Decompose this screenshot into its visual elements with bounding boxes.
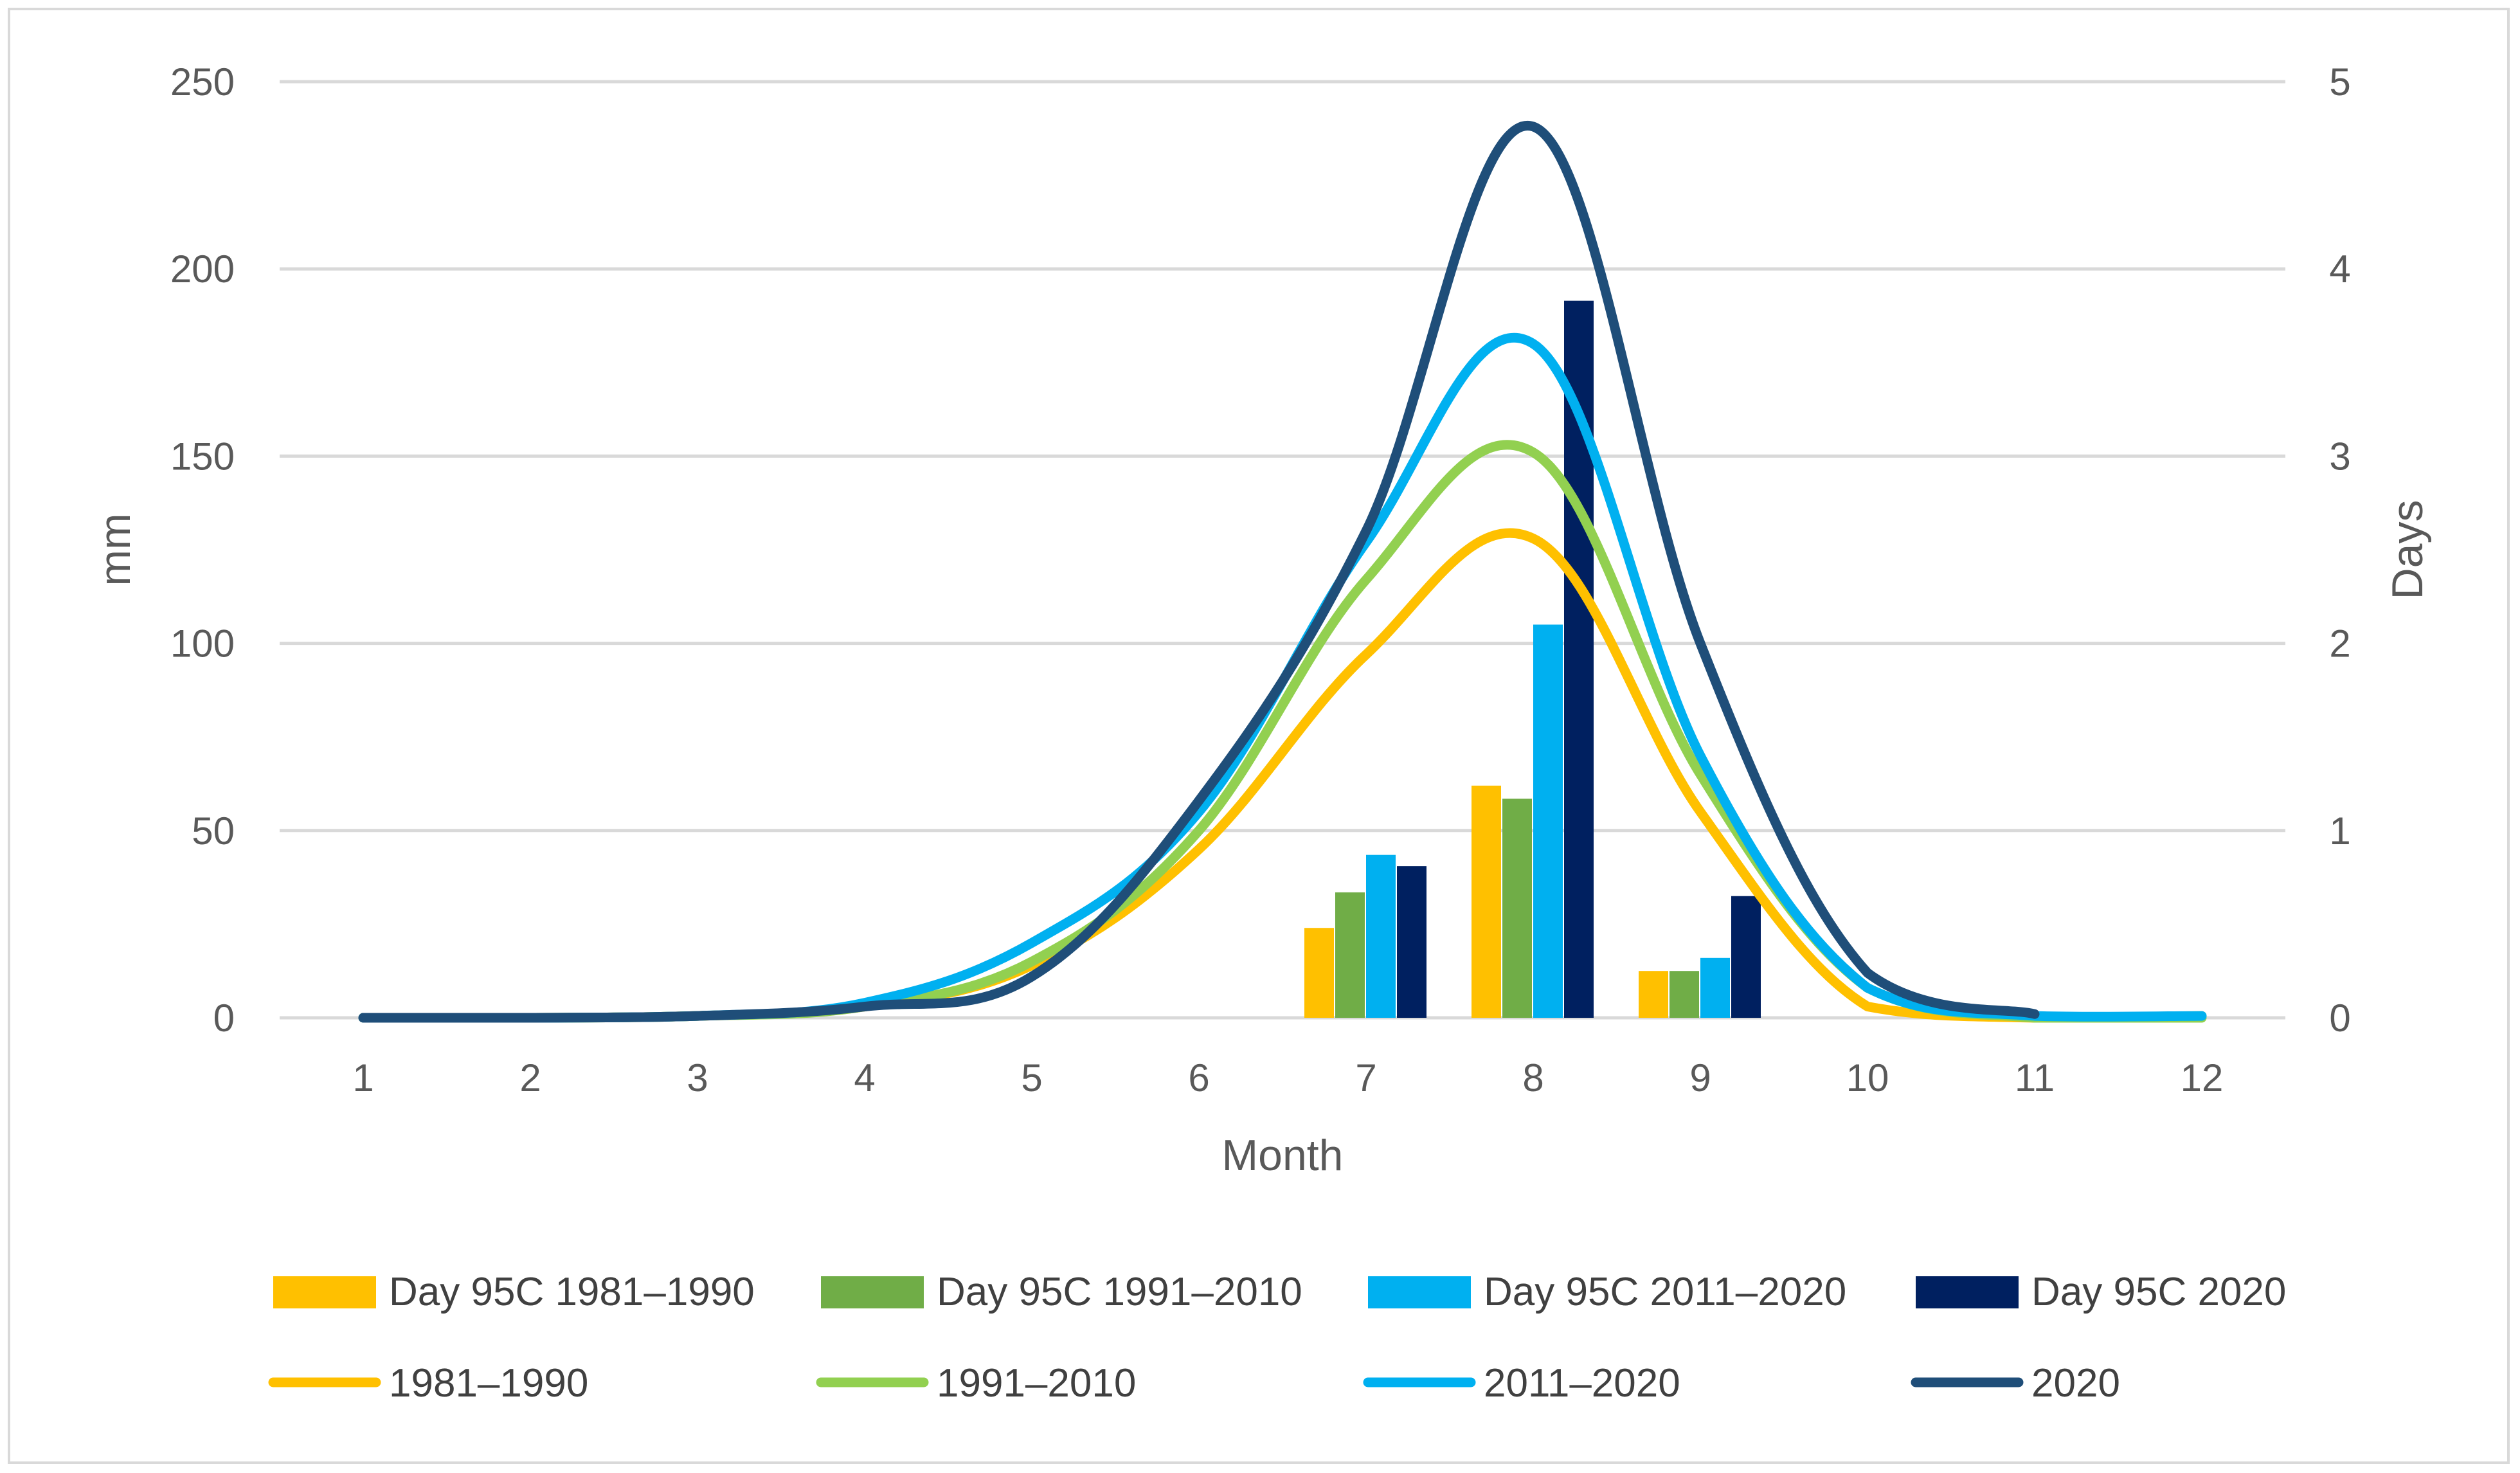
bar-3-month-9 [1700,957,1730,1018]
right-y-tick-label: 4 [2329,248,2350,291]
right-y-tick-label: 5 [2329,60,2350,104]
x-tick-label: 12 [2181,1056,2224,1099]
legend-label: Day 95C 1981–1990 [389,1270,755,1314]
bar-4-month-7 [1397,866,1426,1018]
line-series-4 [358,120,2040,1023]
bar-1-month-8 [1472,785,1501,1018]
bar-3-month-8 [1533,624,1563,1018]
left-y-axis-title: mm [91,513,140,586]
legend-label: 1991–2010 [937,1361,1136,1405]
x-tick-label: 7 [1355,1056,1376,1099]
legend-label: Day 95C 2011–2020 [1484,1270,1846,1314]
left-y-tick-label: 200 [170,248,235,291]
x-tick-label: 4 [854,1056,875,1099]
x-axis-title: Month [1222,1131,1344,1180]
x-tick-label: 11 [2015,1056,2055,1099]
x-tick-label: 6 [1188,1056,1209,1099]
x-tick-label: 2 [519,1056,541,1099]
right-y-tick-label: 0 [2329,997,2350,1040]
bar-2-month-7 [1335,892,1365,1018]
line-series-1 [358,528,2207,1023]
legend-swatch-bar [821,1276,924,1308]
left-y-axis-ticks: 0 50 100 150 200 250 [170,60,235,1040]
right-y-tick-label: 2 [2329,622,2350,665]
bar-1-month-7 [1304,928,1334,1018]
left-y-tick-label: 250 [170,60,235,104]
gridlines [280,80,2285,1020]
legend-label: Day 95C 2020 [2031,1270,2286,1314]
bar-4-month-9 [1731,896,1761,1018]
x-tick-label: 5 [1021,1056,1042,1099]
right-y-axis-ticks: 0 1 2 3 4 5 [2329,60,2350,1040]
left-y-tick-label: 100 [170,622,235,665]
right-y-tick-label: 1 [2329,809,2350,853]
legend: Day 95C 1981–1990 Day 95C 1991–2010 Day 95… [268,1270,2286,1405]
legend-label: 1981–1990 [389,1361,588,1405]
legend-swatch-bar [1916,1276,2019,1308]
bar-1-month-9 [1639,971,1668,1018]
x-tick-label: 10 [1846,1056,1889,1099]
legend-swatch-bar [1368,1276,1471,1308]
legend-label: Day 95C 1991–2010 [937,1270,1302,1314]
line-series-group [358,120,2207,1023]
x-tick-label: 1 [352,1056,374,1099]
line-series-2 [358,440,2207,1023]
x-axis-ticks: 1 2 3 4 5 6 7 8 9 10 11 12 [352,1056,2223,1099]
legend-swatch-bar [273,1276,376,1308]
x-tick-label: 9 [1689,1056,1711,1099]
bar-2-month-8 [1502,799,1532,1018]
legend-label: 2020 [2031,1361,2120,1405]
bar-2-month-9 [1670,971,1699,1018]
x-tick-label: 3 [687,1056,708,1099]
left-y-tick-label: 150 [170,435,235,478]
x-tick-label: 8 [1522,1056,1544,1099]
right-y-axis-title: Days [2383,500,2432,600]
right-y-tick-label: 3 [2329,435,2350,478]
legend-label: 2011–2020 [1484,1361,1680,1405]
left-y-tick-label: 50 [192,809,235,853]
left-y-tick-label: 0 [213,997,235,1040]
bar-3-month-7 [1366,854,1396,1018]
bar-series-group [1304,300,1761,1018]
